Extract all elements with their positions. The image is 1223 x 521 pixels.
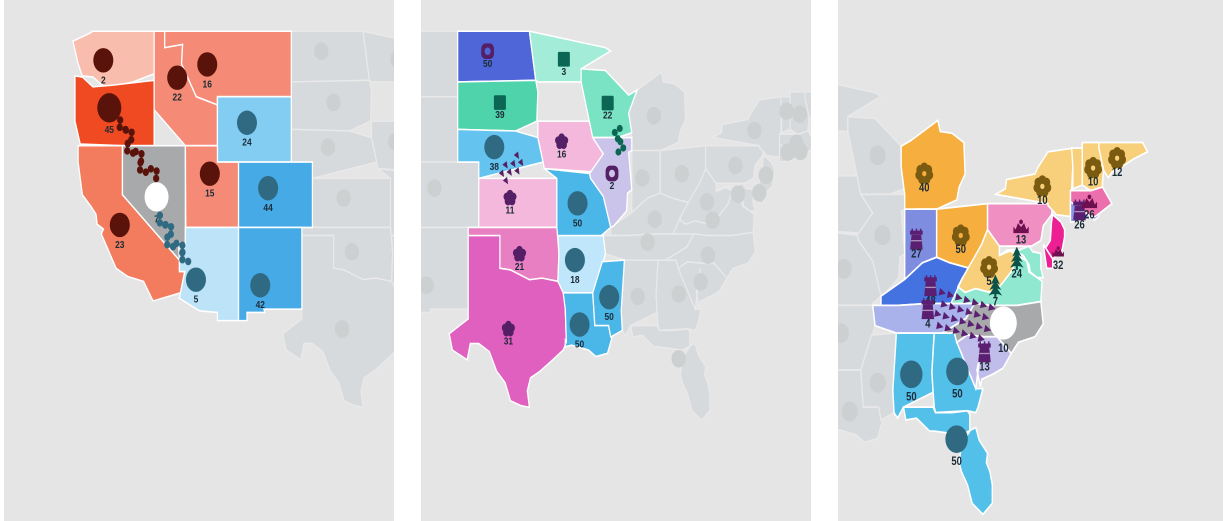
svg-text:3: 3 (562, 66, 567, 77)
svg-text:21: 21 (515, 261, 524, 272)
svg-text:27: 27 (911, 248, 922, 261)
svg-text:31: 31 (504, 336, 513, 347)
svg-text:16: 16 (203, 79, 212, 90)
svg-text:26: 26 (1084, 209, 1095, 222)
svg-text:12: 12 (1112, 166, 1123, 179)
svg-text:11: 11 (506, 205, 515, 216)
svg-text:7: 7 (993, 296, 998, 309)
svg-text:23: 23 (115, 239, 124, 250)
svg-text:42: 42 (256, 299, 265, 310)
svg-text:50: 50 (906, 390, 917, 403)
svg-text:13: 13 (1016, 234, 1027, 247)
svg-text:18: 18 (570, 274, 579, 285)
svg-text:50: 50 (952, 388, 963, 401)
svg-text:15: 15 (205, 188, 214, 199)
svg-text:50: 50 (951, 455, 962, 468)
svg-text:50: 50 (573, 218, 582, 229)
svg-text:2: 2 (610, 180, 615, 191)
svg-text:13: 13 (979, 361, 990, 374)
svg-text:38: 38 (490, 161, 499, 172)
svg-text:50: 50 (575, 339, 584, 350)
svg-text:40: 40 (919, 181, 930, 194)
svg-text:50: 50 (483, 58, 492, 69)
svg-text:5: 5 (194, 294, 199, 305)
svg-text:50: 50 (955, 243, 966, 256)
svg-text:22: 22 (603, 110, 612, 121)
svg-text:24: 24 (242, 137, 252, 148)
svg-text:44: 44 (263, 202, 273, 213)
svg-text:45: 45 (105, 124, 114, 135)
svg-text:10: 10 (1088, 176, 1099, 189)
svg-text:50: 50 (605, 311, 614, 322)
svg-text:5: 5 (986, 275, 991, 288)
svg-text:4: 4 (925, 318, 930, 331)
svg-text:10: 10 (1037, 194, 1048, 207)
svg-text:16: 16 (557, 149, 566, 160)
svg-text:32: 32 (1053, 259, 1064, 272)
svg-text:24: 24 (1012, 268, 1023, 281)
svg-text:10: 10 (998, 342, 1009, 355)
svg-text:22: 22 (173, 92, 182, 103)
svg-text:39: 39 (495, 109, 504, 120)
svg-text:2: 2 (101, 75, 106, 86)
